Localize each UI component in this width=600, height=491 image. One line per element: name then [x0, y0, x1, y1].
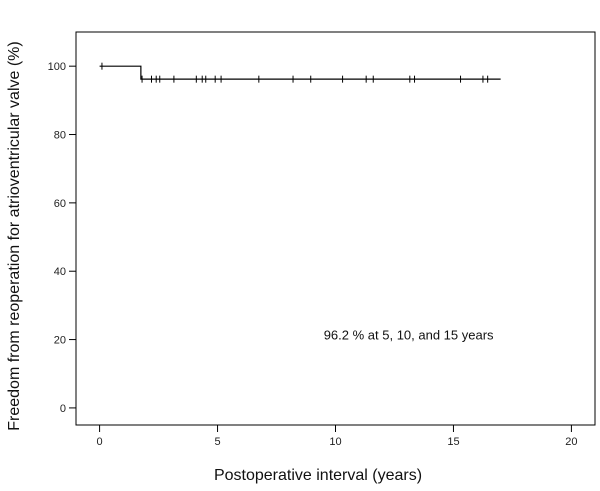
survival-curve — [99, 65, 501, 80]
x-axis-title: Postoperative interval (years) — [214, 467, 422, 484]
y-tick-label-40: 40 — [54, 266, 66, 278]
y-tick-label-20: 20 — [54, 335, 66, 347]
y-tick-label-60: 60 — [54, 198, 66, 210]
x-tick-label-20: 20 — [565, 436, 577, 448]
annotation: 96.2 % at 5, 10, and 15 years — [324, 328, 494, 343]
y-tick-label-0: 0 — [60, 403, 66, 415]
y-tick-label-80: 80 — [54, 130, 66, 142]
x-tick-label-0: 0 — [97, 436, 103, 448]
x-tick-label-10: 10 — [329, 436, 341, 448]
y-axis-title: Freedom from reoperation for atrioventri… — [6, 41, 23, 430]
plot-frame — [75, 31, 596, 426]
x-tick-label-5: 5 — [214, 436, 220, 448]
x-axis-ticks: 0 5 10 15 20 — [97, 425, 578, 448]
x-tick-label-15: 15 — [447, 436, 459, 448]
censor-marks — [101, 62, 489, 83]
y-axis-ticks: 0 20 40 60 80 100 — [48, 61, 76, 415]
y-tick-label-100: 100 — [48, 61, 66, 73]
